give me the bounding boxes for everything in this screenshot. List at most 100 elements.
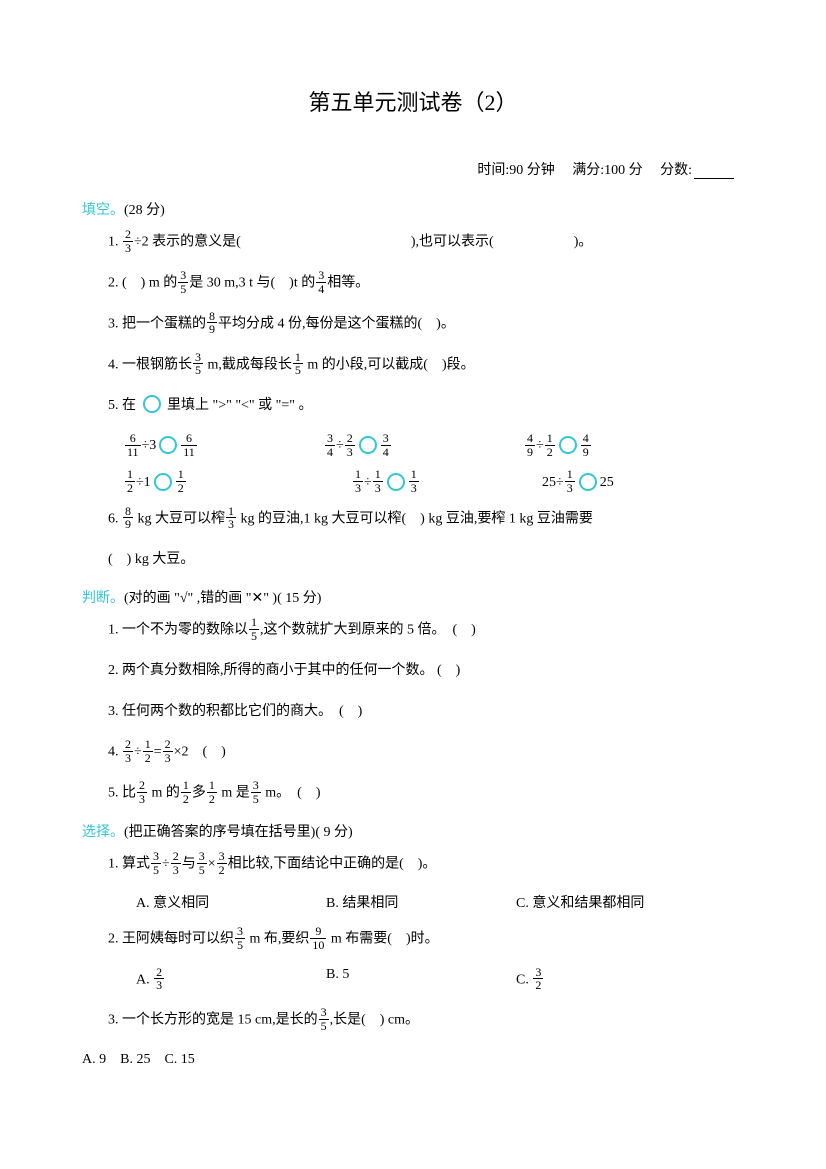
circle-icon[interactable] — [559, 436, 577, 454]
s2-q5: 5. 比23 m 的12多12 m 是35 m。 ( ) — [108, 780, 744, 807]
comp-item: 34÷2334 — [324, 433, 524, 459]
s3-q2-opts: A. 23 B. 5 C. 32 — [136, 967, 744, 993]
fraction: 13 — [409, 468, 419, 494]
text: ,这个数就扩大到原来的 5 倍。 ( ) — [260, 622, 476, 637]
text: m,截成每段长 — [204, 357, 292, 372]
section2-title: 判断。 — [82, 591, 124, 606]
fraction: 35 — [197, 850, 207, 876]
fraction: 12 — [143, 738, 153, 764]
s1-q6: 6. 89 kg 大豆可以榨13 kg 的豆油,1 kg 大豆可以榨( ) kg… — [108, 506, 744, 533]
op: ÷1 — [136, 475, 151, 491]
section2-points: (对的画 "√" ,错的画 "✕" )( 15 分) — [124, 591, 321, 606]
s2-q1: 1. 一个不为零的数除以15,这个数就扩大到原来的 5 倍。 ( ) — [108, 617, 744, 644]
text: ÷2 表示的意义是( — [134, 234, 241, 249]
circle-icon[interactable] — [159, 436, 177, 454]
text: ,长是( ) cm。 — [330, 1012, 419, 1027]
circle-icon[interactable] — [579, 473, 597, 491]
text: ÷ — [162, 856, 170, 871]
fraction: 611 — [125, 432, 141, 458]
fraction: 611 — [181, 432, 197, 458]
comp-item: 49÷1249 — [524, 433, 724, 459]
fraction: 89 — [123, 505, 133, 531]
text: A. — [136, 972, 153, 987]
s2-q2: 2. 两个真分数相除,所得的商小于其中的任何一个数。 ( ) — [108, 658, 744, 685]
fraction: 23 — [123, 738, 133, 764]
text: 6. — [108, 511, 122, 526]
text: m 布,要织 — [246, 931, 309, 946]
fraction: 910 — [310, 925, 326, 951]
fraction: 49 — [525, 432, 535, 458]
text: ( ) kg 大豆。 — [108, 552, 194, 567]
option-c[interactable]: C. 意义和结果都相同 — [516, 892, 706, 912]
option-a[interactable]: A. 意义相同 — [136, 892, 326, 912]
circle-icon[interactable] — [359, 436, 377, 454]
fraction: 34 — [381, 432, 391, 458]
text: 4. — [108, 745, 122, 760]
text: ),也可以表示( — [411, 234, 494, 249]
comp-item: 25÷1325 — [524, 469, 724, 495]
s1-q1: 1. 23÷2 表示的意义是(),也可以表示()。 — [108, 229, 744, 256]
text: 5. 比 — [108, 785, 136, 800]
fraction: 12 — [181, 779, 191, 805]
fraction: 23 — [154, 966, 164, 992]
text: 是 30 m,3 t 与( )t 的 — [189, 275, 315, 290]
section2-head: 判断。(对的画 "√" ,错的画 "✕" )( 15 分) — [82, 587, 744, 607]
score-blank[interactable] — [694, 178, 734, 179]
fraction: 13 — [565, 468, 575, 494]
text: ÷ — [134, 745, 142, 760]
circle-icon[interactable] — [387, 473, 405, 491]
text: C. — [516, 972, 532, 987]
fullmark-label: 满分: — [572, 163, 604, 178]
text: 相等。 — [327, 275, 369, 290]
section3-head: 选择。(把正确答案的序号填在括号里)( 9 分) — [82, 821, 744, 841]
circle-icon — [143, 395, 161, 413]
s2-q4: 4. 23÷12=23×2 ( ) — [108, 739, 744, 766]
fraction: 35 — [151, 850, 161, 876]
option-b[interactable]: B. 5 — [326, 967, 516, 993]
circle-icon[interactable] — [154, 473, 172, 491]
fraction: 89 — [207, 310, 217, 336]
s1-q6b: ( ) kg 大豆。 — [108, 547, 744, 574]
s3-q3-opts: A. 9 B. 25 C. 15 — [82, 1048, 744, 1068]
text: m 的小段,可以截成( )段。 — [304, 357, 475, 372]
option-b[interactable]: B. 结果相同 — [326, 892, 516, 912]
fraction: 35 — [178, 269, 188, 295]
text: 2. ( ) m 的 — [108, 275, 177, 290]
text: m 布需要( )时。 — [327, 931, 438, 946]
text: 4. 一根钢筋长 — [108, 357, 192, 372]
fraction: 13 — [226, 505, 236, 531]
op: ÷ — [364, 475, 372, 491]
score-label: 分数: — [660, 163, 692, 178]
text: 里填上 ">" "<" 或 "=" 。 — [164, 398, 313, 413]
fraction: 12 — [125, 468, 135, 494]
text: 平均分成 4 份,每份是这个蛋糕的( )。 — [218, 316, 455, 331]
time-label: 时间: — [477, 163, 509, 178]
comp-item: 13÷1313 — [324, 469, 524, 495]
text: = — [154, 745, 162, 760]
s3-q1-opts: A. 意义相同 B. 结果相同 C. 意义和结果都相同 — [136, 892, 744, 912]
s1-q4: 4. 一根钢筋长35 m,截成每段长15 m 的小段,可以截成( )段。 — [108, 352, 744, 379]
comp-item: 12÷112 — [124, 469, 324, 495]
page-title: 第五单元测试卷（2） — [82, 85, 744, 117]
option-c[interactable]: C. 32 — [516, 967, 706, 993]
fraction: 13 — [373, 468, 383, 494]
text: ×2 ( ) — [174, 745, 226, 760]
s3-q3: 3. 一个长方形的宽是 15 cm,是长的35,长是( ) cm。 — [108, 1007, 744, 1034]
s1-q3: 3. 把一个蛋糕的89平均分成 4 份,每份是这个蛋糕的( )。 — [108, 311, 744, 338]
fraction: 15 — [249, 616, 259, 642]
text: 1. 算式 — [108, 856, 150, 871]
comp-row-2: 12÷112 13÷1313 25÷1325 — [124, 469, 744, 495]
comp-item: 611÷3611 — [124, 433, 324, 459]
s3-q1: 1. 算式35÷23与35×32相比较,下面结论中正确的是( )。 — [108, 851, 744, 878]
text: 25÷ — [542, 475, 564, 491]
text: m 的 — [148, 785, 180, 800]
fullmark-value: 100 分 — [604, 163, 643, 178]
text: 相比较,下面结论中正确的是( )。 — [228, 856, 437, 871]
text: kg 的豆油,1 kg 大豆可以榨( ) kg 豆油,要榨 1 kg 豆油需要 — [237, 511, 593, 526]
op: ÷ — [336, 438, 344, 454]
fraction: 49 — [581, 432, 591, 458]
text: 2. 王阿姨每时可以织 — [108, 931, 234, 946]
fraction: 12 — [207, 779, 217, 805]
fraction: 23 — [171, 850, 181, 876]
option-a[interactable]: A. 23 — [136, 967, 326, 993]
